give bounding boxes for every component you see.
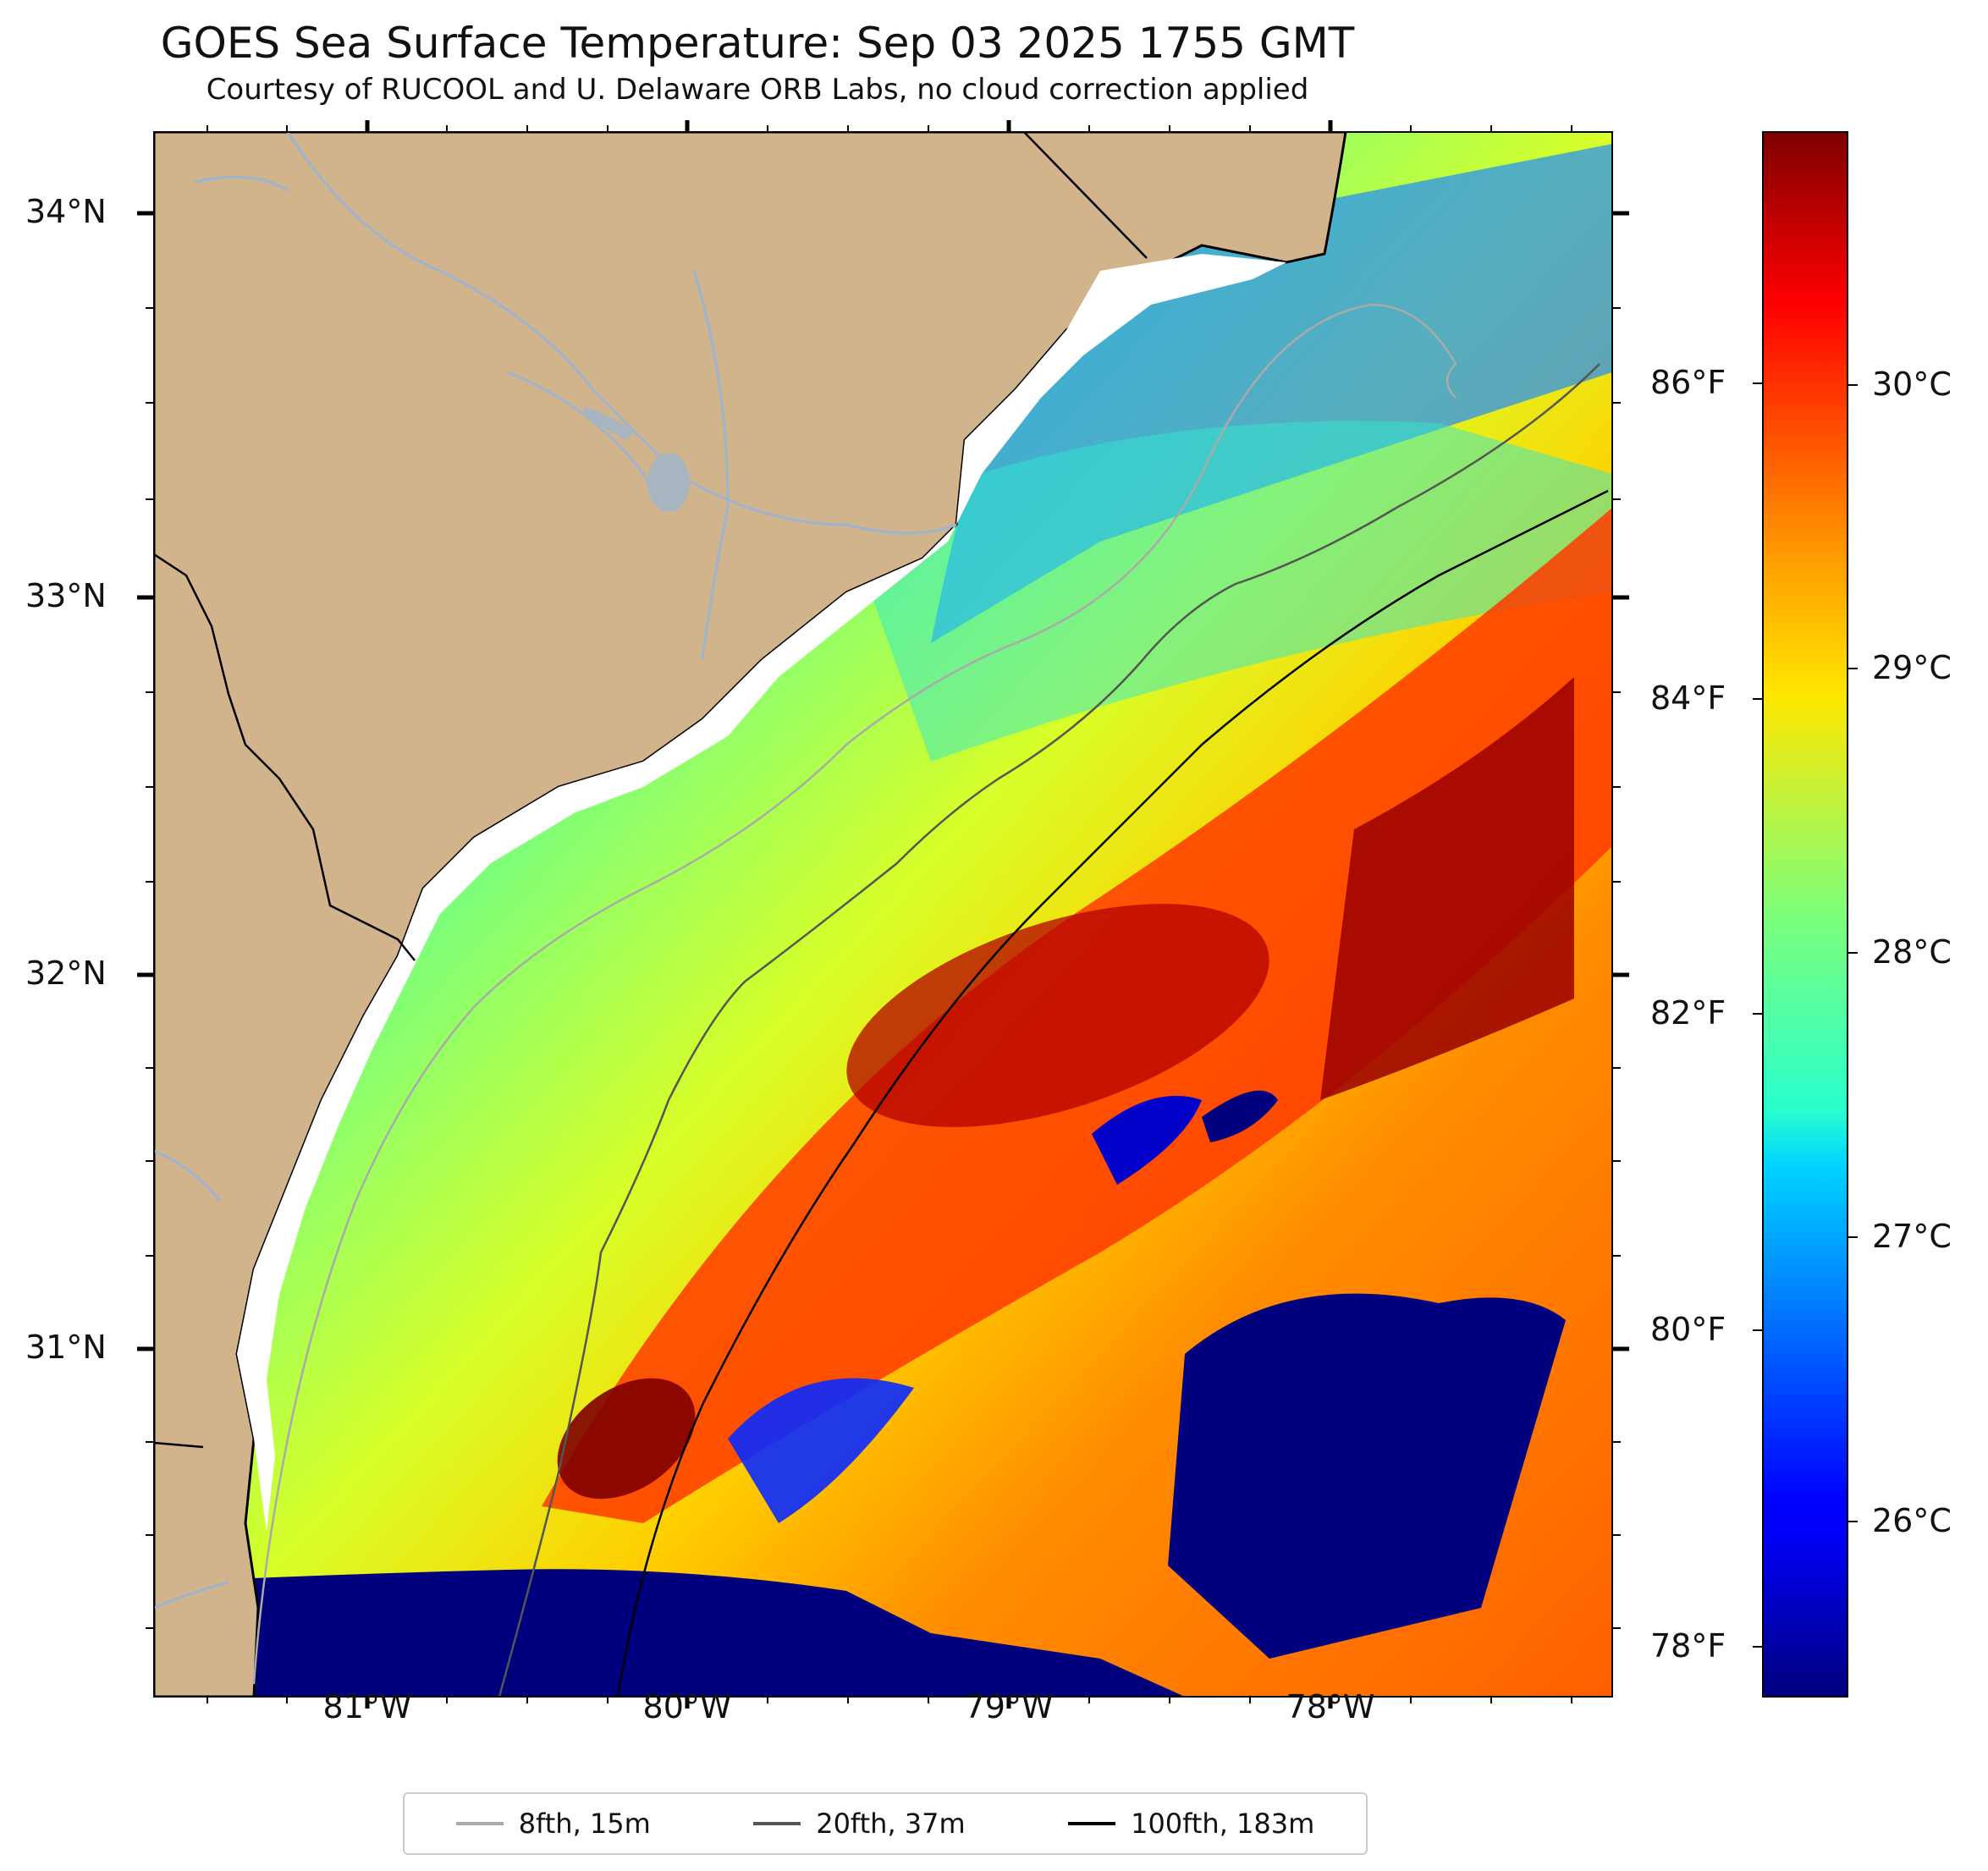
cold-patch-east	[1168, 1293, 1566, 1659]
warm-core-east	[1320, 677, 1574, 1100]
colorbar-c-27: 27°C	[1872, 1218, 1952, 1255]
legend-label-100fth: 100fth, 183m	[1131, 1808, 1315, 1840]
colorbar-c-26: 26°C	[1872, 1502, 1952, 1539]
cold-eddy-1	[1092, 1096, 1202, 1185]
warm-core-south	[557, 1378, 696, 1500]
isobath-20fth	[498, 363, 1600, 1697]
lat-label-33: 33°N	[25, 577, 107, 614]
colorbar-c-29: 29°C	[1872, 649, 1952, 686]
lon-label-78: 78°W	[1286, 1688, 1375, 1725]
legend-swatch-100fth	[1068, 1822, 1116, 1825]
map-subtitle: Courtesy of RUCOOL and U. Delaware ORB L…	[206, 73, 1309, 107]
colorbar-f-84: 84°F	[1650, 680, 1726, 717]
colorbar-ticks	[1753, 382, 1858, 1648]
coastal-no-data	[237, 254, 1286, 1532]
cold-eddy-2	[1202, 1090, 1278, 1142]
map-title: GOES Sea Surface Temperature: Sep 03 202…	[160, 19, 1355, 68]
legend-item-8fth: 8fth, 15m	[455, 1808, 651, 1840]
cold-band-south	[154, 1569, 1185, 1697]
colorbar-c-30: 30°C	[1872, 366, 1952, 403]
colorbar-f-86: 86°F	[1650, 364, 1726, 401]
legend-item-100fth: 100fth, 183m	[1068, 1808, 1314, 1840]
lake-moultrie	[584, 406, 635, 440]
lake-marion	[647, 453, 690, 512]
lat-label-32: 32°N	[25, 955, 107, 992]
colorbar-f-80: 80°F	[1650, 1311, 1726, 1348]
minor-ticks	[146, 125, 1621, 1703]
colorbar	[1762, 131, 1848, 1698]
legend-item-20fth: 20fth, 37m	[753, 1808, 966, 1840]
major-ticks	[137, 120, 1629, 1709]
isobath-8fth	[252, 303, 1457, 1685]
legend-swatch-20fth	[753, 1822, 801, 1825]
state-borders	[154, 132, 1148, 1449]
colorbar-f-78: 78°F	[1650, 1627, 1726, 1665]
colorbar-c-28: 28°C	[1872, 933, 1952, 971]
isobath-100fth	[616, 489, 1609, 1697]
map-frame	[153, 131, 1613, 1698]
lon-label-79: 79°W	[964, 1688, 1054, 1725]
lat-label-31: 31°N	[25, 1329, 107, 1366]
lat-label-34: 34°N	[25, 193, 107, 230]
lon-label-80: 80°W	[642, 1688, 732, 1725]
legend-label-8fth: 8fth, 15m	[518, 1808, 651, 1840]
legend-label-20fth: 20fth, 37m	[816, 1808, 966, 1840]
warm-core-central	[846, 904, 1269, 1127]
cool-water-shelf	[846, 421, 1612, 762]
colorbar-f-82: 82°F	[1650, 994, 1726, 1032]
lon-label-81: 81°W	[322, 1688, 412, 1725]
legend-swatch-8fth	[455, 1822, 504, 1825]
isobath-legend: 8fth, 15m 20fth, 37m 100fth, 183m	[403, 1792, 1368, 1855]
cold-patch-mid	[728, 1378, 914, 1523]
